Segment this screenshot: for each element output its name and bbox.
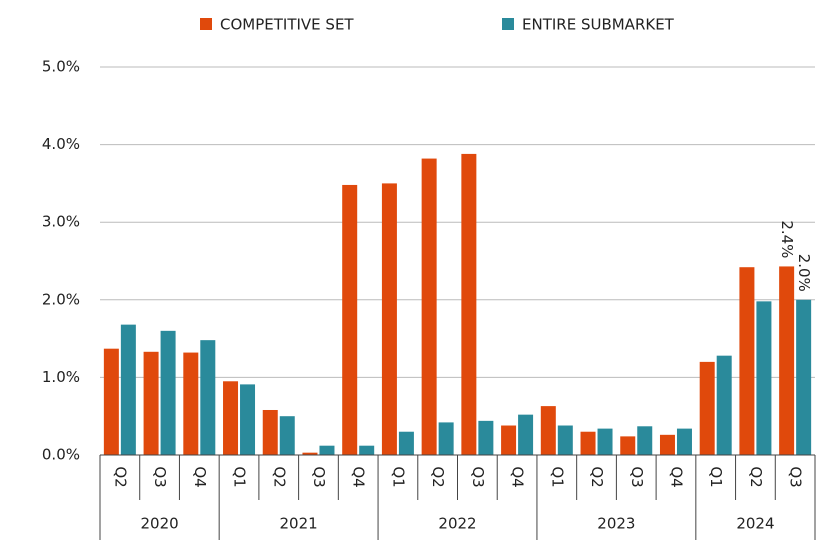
bar (659, 434, 675, 455)
x-tick-label: Q2 (588, 466, 606, 487)
bar (279, 416, 295, 455)
legend-label: COMPETITIVE SET (220, 16, 354, 34)
legend-swatch (200, 18, 212, 30)
bar (398, 431, 414, 455)
bar (597, 428, 613, 455)
bar (557, 425, 573, 455)
bar (739, 267, 755, 455)
bar (262, 409, 278, 455)
bar (676, 428, 692, 455)
x-group-label: 2023 (597, 515, 635, 533)
legend-swatch (502, 18, 514, 30)
bar (342, 184, 358, 455)
bar (381, 183, 397, 455)
bar (160, 330, 176, 455)
y-tick-label: 5.0% (42, 58, 80, 76)
bar (183, 352, 199, 455)
bar (438, 422, 454, 455)
x-tick-label: Q3 (151, 466, 169, 487)
y-tick-label: 0.0% (42, 446, 80, 464)
x-tick-label: Q4 (667, 466, 685, 487)
bar (779, 266, 795, 455)
bar (120, 324, 136, 455)
legend-label: ENTIRE SUBMARKET (522, 16, 675, 34)
x-group-label: 2022 (438, 515, 476, 533)
x-tick-label: Q4 (191, 466, 209, 487)
bar (501, 425, 517, 455)
bar (319, 445, 335, 455)
bar (478, 420, 494, 455)
bar (796, 299, 812, 455)
bar (699, 361, 715, 455)
x-tick-label: Q1 (231, 466, 249, 487)
x-tick-label: Q4 (509, 466, 527, 487)
bar (756, 301, 772, 455)
y-tick-label: 3.0% (42, 213, 80, 231)
x-tick-label: Q3 (310, 466, 328, 487)
bar (200, 340, 216, 455)
x-group-label: 2020 (140, 515, 178, 533)
bar (518, 414, 534, 455)
y-tick-label: 4.0% (42, 135, 80, 153)
bar (421, 158, 437, 455)
bar (359, 445, 375, 455)
bar (143, 351, 159, 455)
bar (637, 426, 653, 455)
data-label: 2.4% (778, 220, 796, 258)
x-tick-label: Q1 (707, 466, 725, 487)
bar (223, 381, 239, 455)
x-group-label: 2024 (736, 515, 774, 533)
bar (580, 431, 596, 455)
x-tick-label: Q1 (548, 466, 566, 487)
x-tick-label: Q2 (747, 466, 765, 487)
bar (716, 355, 732, 455)
x-tick-label: Q2 (429, 466, 447, 487)
data-label: 2.0% (795, 254, 813, 292)
x-tick-label: Q4 (350, 466, 368, 487)
bar (540, 406, 556, 455)
bar (461, 153, 477, 456)
x-tick-label: Q3 (628, 466, 646, 487)
x-tick-label: Q2 (270, 466, 288, 487)
x-tick-label: Q2 (111, 466, 129, 487)
y-tick-label: 2.0% (42, 290, 80, 308)
bar (240, 384, 256, 455)
bar (620, 436, 636, 455)
x-tick-label: Q3 (469, 466, 487, 487)
x-tick-label: Q1 (389, 466, 407, 487)
bar (302, 452, 318, 455)
x-tick-label: Q3 (787, 466, 805, 487)
x-group-label: 2021 (280, 515, 318, 533)
y-tick-label: 1.0% (42, 368, 80, 386)
bar (103, 348, 119, 455)
